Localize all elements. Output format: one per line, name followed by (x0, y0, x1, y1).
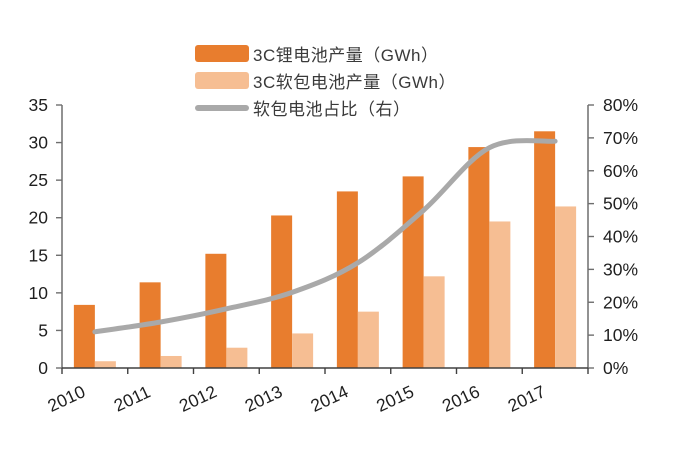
x-axis-year-label: 2012 (176, 381, 220, 416)
bar-softpack-2015 (423, 276, 445, 368)
bar-lithium-2016 (468, 147, 490, 368)
x-axis-year-label: 2013 (242, 381, 286, 416)
left-axis-tick-label: 0 (38, 358, 48, 378)
right-axis-tick-label: 80% (603, 95, 638, 115)
legend-label-share: 软包电池占比（右） (253, 100, 411, 119)
legend: 3C锂电池产量（GWh） 3C软包电池产量（GWh） 软包电池占比（右） (195, 40, 456, 121)
left-axis-tick-label: 35 (29, 95, 48, 115)
x-axis-year-label: 2010 (44, 381, 88, 416)
x-axis-year-label: 2014 (307, 381, 351, 416)
bar-softpack-2012 (226, 347, 248, 368)
legend-item-softpack-bars: 3C软包电池产量（GWh） (195, 67, 456, 94)
x-axis-year-label: 2017 (505, 381, 549, 416)
legend-swatch-share-line-icon (195, 104, 249, 111)
left-axis-tick-label: 20 (29, 208, 49, 228)
legend-label-lithium: 3C锂电池产量（GWh） (253, 46, 439, 65)
x-axis-year-label: 2011 (111, 382, 154, 416)
right-axis-tick-label: 20% (603, 292, 638, 312)
legend-item-lithium-bars: 3C锂电池产量（GWh） (195, 40, 456, 67)
right-axis-tick-label: 40% (603, 227, 638, 247)
right-axis-tick-label: 30% (603, 259, 638, 279)
bar-softpack-2013 (292, 333, 314, 368)
bar-lithium-2015 (402, 176, 424, 368)
left-axis-tick-label: 5 (38, 320, 48, 340)
right-axis-tick-label: 10% (603, 325, 638, 345)
legend-label-softpack: 3C软包电池产量（GWh） (253, 73, 456, 92)
x-axis-year-label: 2015 (373, 381, 417, 416)
left-axis-tick-label: 10 (29, 283, 49, 303)
right-axis-tick-label: 50% (603, 194, 638, 214)
right-axis-tick-label: 70% (603, 128, 638, 148)
bar-lithium-2010 (73, 304, 95, 368)
legend-swatch-softpack-icon (195, 72, 249, 89)
right-axis-tick-label: 0% (603, 358, 628, 378)
legend-item-share-line: 软包电池占比（右） (195, 94, 456, 121)
bar-softpack-2014 (357, 311, 379, 368)
left-axis-tick-label: 15 (29, 245, 48, 265)
bar-softpack-2010 (94, 361, 116, 368)
right-axis-tick-label: 60% (603, 161, 638, 181)
bar-softpack-2011 (160, 355, 182, 368)
bar-lithium-2013 (271, 215, 293, 368)
legend-swatch-lithium-icon (195, 45, 249, 62)
bar-lithium-2017 (534, 131, 556, 368)
left-axis-tick-label: 30 (29, 133, 49, 153)
bar-softpack-2017 (555, 206, 577, 368)
x-axis-year-label: 2016 (439, 381, 483, 416)
left-axis-tick-label: 25 (29, 170, 48, 190)
softpack-share-line (92, 138, 558, 335)
bar-lithium-2014 (336, 191, 358, 368)
bar-softpack-2016 (489, 221, 511, 368)
